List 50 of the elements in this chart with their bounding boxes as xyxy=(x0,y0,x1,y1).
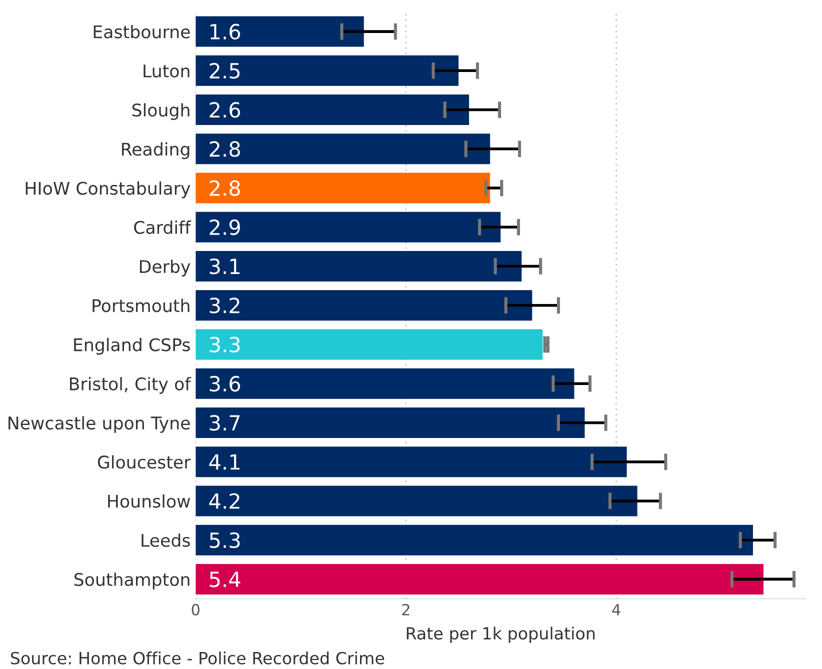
data-label: 3.1 xyxy=(210,258,240,274)
y-tick-label: Portsmouth xyxy=(92,298,190,312)
bar xyxy=(196,446,627,478)
bar xyxy=(196,94,470,126)
x-axis-title: Rate per 1k population xyxy=(406,626,595,643)
bar xyxy=(196,134,490,164)
bar xyxy=(196,368,574,399)
y-tick-label: Slough xyxy=(132,103,190,120)
x-tick-label: 4 xyxy=(612,604,620,616)
y-tick-label: Cardiff xyxy=(134,220,192,234)
y-tick-label: Newcastle upon Tyne xyxy=(8,416,190,433)
source-note: Source: Home Office - Police Recorded Crime xyxy=(10,652,384,664)
bar xyxy=(196,16,364,47)
bar xyxy=(196,172,490,204)
data-label: 5.4 xyxy=(210,572,240,588)
y-tick-label: Hounslow xyxy=(108,494,190,508)
data-label: 5.3 xyxy=(210,532,240,548)
data-label: 4.1 xyxy=(209,454,240,470)
y-tick-label: Derby xyxy=(140,260,190,276)
bar xyxy=(196,55,459,86)
data-label: 2.8 xyxy=(210,180,240,196)
y-tick-label: Gloucester xyxy=(98,455,191,469)
x-tick-label: 2 xyxy=(402,604,410,616)
y-tick-label: Luton xyxy=(144,64,190,78)
data-label: 3.3 xyxy=(210,336,240,352)
data-label: 3.2 xyxy=(210,298,240,314)
data-label: 3.7 xyxy=(210,414,240,431)
data-label: 2.8 xyxy=(210,141,240,157)
data-label: 4.2 xyxy=(209,493,240,509)
data-label: 2.9 xyxy=(210,219,240,236)
x-tick-label: 0 xyxy=(192,604,200,616)
y-tick-label: Leeds xyxy=(142,533,190,547)
data-label: 3.6 xyxy=(210,376,240,392)
y-tick-label: Bristol, City of xyxy=(70,377,192,394)
data-label: 2.6 xyxy=(210,102,240,118)
y-tick-label: Reading xyxy=(122,142,190,160)
bar xyxy=(196,329,543,360)
bar xyxy=(196,486,638,516)
data-label: 2.5 xyxy=(210,62,240,79)
bar xyxy=(196,524,753,556)
y-tick-label: HIoW Constabulary xyxy=(26,181,190,198)
bar xyxy=(196,290,532,321)
y-tick-label: Eastbourne xyxy=(94,24,190,38)
bar xyxy=(196,407,585,438)
bar xyxy=(196,251,522,282)
data-label: 1.6 xyxy=(210,24,240,40)
y-tick-label: England CSPs xyxy=(74,338,190,355)
bar xyxy=(196,564,764,594)
y-tick-label: Southampton xyxy=(74,572,190,590)
bar xyxy=(196,212,501,242)
